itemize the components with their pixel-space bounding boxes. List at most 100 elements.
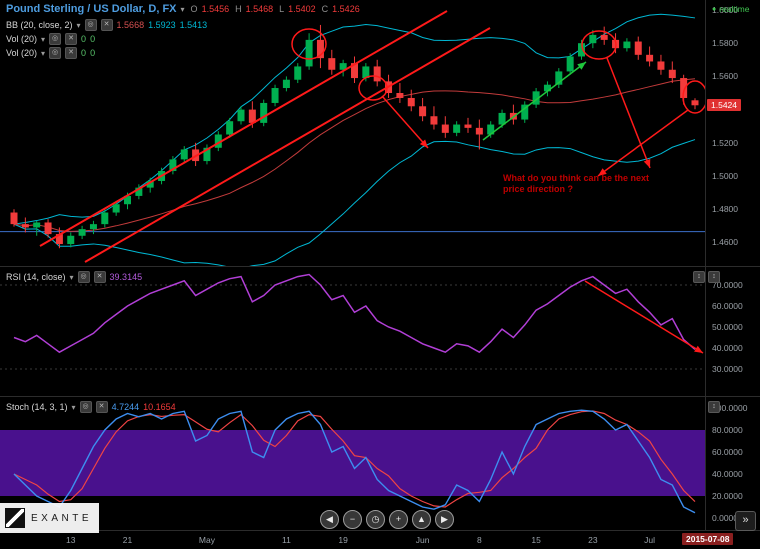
chevron-down-icon[interactable]: ▾ <box>180 4 185 14</box>
stoch-d-value: 10.1654 <box>143 402 176 412</box>
price-axis-label: 1.5800 <box>712 38 738 49</box>
goto-realtime-button[interactable]: ◷ <box>366 510 385 529</box>
panel-separator[interactable] <box>0 396 760 397</box>
stoch-axis-label: 40.0000 <box>712 469 743 479</box>
indicator-visibility-icon[interactable]: ◎ <box>84 19 97 31</box>
price-axis-label: 1.5000 <box>712 171 738 181</box>
rsi-axis-label: 70.0000 <box>712 280 743 290</box>
chevron-down-icon[interactable]: ▾ <box>76 20 81 30</box>
indicator-close-icon[interactable]: ✕ <box>93 271 106 283</box>
symbol-header-row: Pound Sterling / US Dollar, D, FX ▾ O 1.… <box>6 3 360 15</box>
reset-view-button[interactable]: ▲ <box>412 510 431 529</box>
time-axis-label: Jun <box>415 535 430 545</box>
bb-basis-value: 1.5668 <box>116 20 145 30</box>
chevron-down-icon[interactable]: ▾ <box>71 402 76 412</box>
panel-separator[interactable] <box>0 266 760 267</box>
chart-annotation-text[interactable]: What do you think can be the next price … <box>503 173 649 196</box>
open-label: O <box>190 4 198 14</box>
rsi-indicator-label[interactable]: RSI (14, close) <box>6 272 66 282</box>
indicator-visibility-icon[interactable]: ◎ <box>77 271 90 283</box>
indicator-visibility-icon[interactable]: ◎ <box>79 401 92 413</box>
exante-watermark: EXANTE <box>0 503 99 533</box>
time-axis-label: 13 <box>66 535 76 545</box>
stoch-axis-label: 100.0000 <box>712 403 748 413</box>
bb-indicator-label[interactable]: BB (20, close, 2) <box>6 20 73 30</box>
bb-lower-value: 1.5413 <box>179 20 208 30</box>
chart-nav-toolbar: ◀ − ◷ + ▲ ▶ <box>320 510 454 529</box>
jump-to-realtime-button[interactable]: » <box>735 511 756 531</box>
last-price-badge: 1.5424 <box>707 98 741 111</box>
price-axis-label: 1.5200 <box>712 137 738 148</box>
time-axis-label: 23 <box>588 535 598 545</box>
rsi-panel-resize-button[interactable]: ↕ <box>693 271 705 283</box>
rsi-panel-maximize-button[interactable]: ↕ <box>708 271 720 283</box>
indicator-close-icon[interactable]: ✕ <box>65 33 78 45</box>
stoch-axis-label: 80.0000 <box>712 425 743 435</box>
zoom-out-button[interactable]: − <box>343 510 362 529</box>
indicator-visibility-icon[interactable]: ◎ <box>49 33 62 45</box>
stoch-axis-label: 0.0000 <box>712 513 738 523</box>
bb-upper-value: 1.5923 <box>148 20 176 30</box>
high-value: 1.5468 <box>245 4 274 14</box>
rsi-value: 39.3145 <box>109 272 143 282</box>
scroll-left-button[interactable]: ◀ <box>320 510 339 529</box>
exante-logo-text: EXANTE <box>31 512 93 524</box>
price-axis-label: 1.5600 <box>712 71 738 82</box>
time-axis-label: 21 <box>122 535 133 545</box>
close-value: 1.5426 <box>332 4 360 14</box>
realtime-status: ● realtime <box>712 4 749 14</box>
crosshair-date-badge: 2015-07-08 <box>682 533 734 545</box>
chevron-down-icon[interactable]: ▾ <box>69 272 74 282</box>
stoch-indicator-label[interactable]: Stoch (14, 3, 1) <box>6 402 68 412</box>
time-axis-label: 15 <box>531 535 541 545</box>
vol-value-1: 0 <box>81 34 87 44</box>
vol-value-1: 0 <box>81 48 87 58</box>
rsi-chart-canvas[interactable] <box>0 267 705 396</box>
chart-drawings-overlay <box>39 10 705 263</box>
zoom-in-button[interactable]: + <box>389 510 408 529</box>
time-axis-label: 19 <box>338 535 348 545</box>
rsi-axis-label: 50.0000 <box>712 322 743 332</box>
time-axis-label: May <box>198 535 215 545</box>
stoch-axis-label: 60.0000 <box>712 447 743 457</box>
high-label: H <box>235 4 242 14</box>
vol-value-2: 0 <box>90 34 96 44</box>
rsi-axis-label: 40.0000 <box>712 343 743 353</box>
price-axis[interactable]: 1.5424 1.6000 1.5800 1.5600 1.5200 1.5000 1.4… <box>705 0 760 530</box>
indicator-close-icon[interactable]: ✕ <box>95 401 108 413</box>
rsi-indicator-row: RSI (14, close) ▾ ◎ ✕ 39.3145 <box>6 271 142 283</box>
panel-separator <box>0 530 760 531</box>
time-axis-label: 11 <box>281 535 291 545</box>
annotation-line-2: price direction ? <box>503 184 574 195</box>
vol-indicator-row-1: Vol (20) ▾ ◎ ✕ 0 0 <box>6 33 95 45</box>
indicator-close-icon[interactable]: ✕ <box>65 47 78 59</box>
open-value: 1.5456 <box>201 4 230 14</box>
exante-logo-icon <box>5 508 25 528</box>
price-axis-label: 1.4600 <box>712 237 738 248</box>
low-label: L <box>279 4 285 14</box>
symbol-title[interactable]: Pound Sterling / US Dollar, D, FX <box>6 3 177 15</box>
rsi-axis-label: 60.0000 <box>712 301 743 311</box>
chevron-down-icon[interactable]: ▾ <box>41 34 46 44</box>
indicator-close-icon[interactable]: ✕ <box>100 19 113 31</box>
stoch-panel-maximize-button[interactable]: ↕ <box>708 401 720 413</box>
close-label: C <box>321 4 329 14</box>
realtime-label: realtime <box>719 4 750 14</box>
stoch-axis-label: 20.0000 <box>712 491 743 501</box>
vol-value-2: 0 <box>90 48 96 58</box>
vol-indicator-label[interactable]: Vol (20) <box>6 34 38 44</box>
rsi-axis-label: 30.0000 <box>712 364 743 374</box>
chevron-down-icon[interactable]: ▾ <box>41 48 46 58</box>
stoch-indicator-row: Stoch (14, 3, 1) ▾ ◎ ✕ 4.7244 10.1654 <box>6 401 176 413</box>
low-value: 1.5402 <box>288 4 316 14</box>
vol-indicator-label[interactable]: Vol (20) <box>6 48 38 58</box>
stoch-chart-canvas[interactable] <box>0 397 705 530</box>
indicator-visibility-icon[interactable]: ◎ <box>49 47 62 59</box>
vol-indicator-row-2: Vol (20) ▾ ◎ ✕ 0 0 <box>6 47 95 59</box>
price-axis-label: 1.4800 <box>712 204 738 215</box>
price-axis-label: 1.6000 <box>712 5 738 15</box>
scroll-right-button[interactable]: ▶ <box>435 510 454 529</box>
bb-indicator-row: BB (20, close, 2) ▾ ◎ ✕ 1.5668 1.5923 1.… <box>6 19 207 31</box>
realtime-dot-icon: ● <box>712 5 717 13</box>
